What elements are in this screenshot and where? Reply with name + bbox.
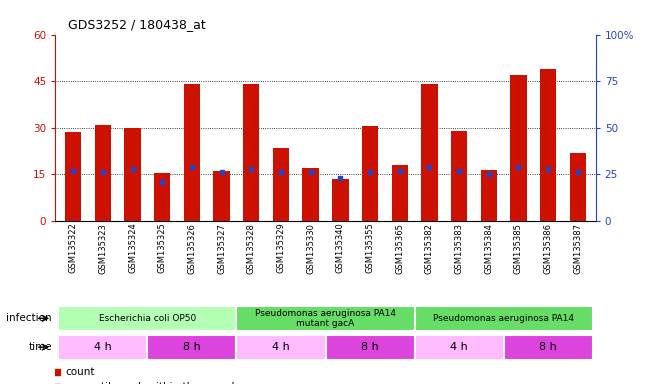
Bar <box>184 84 200 221</box>
Text: GSM135330: GSM135330 <box>306 223 315 273</box>
Bar <box>480 170 497 221</box>
Text: GSM135383: GSM135383 <box>454 223 464 274</box>
Bar <box>59 335 147 359</box>
Bar <box>273 148 289 221</box>
Text: 8 h: 8 h <box>361 342 379 352</box>
Bar <box>504 335 592 359</box>
Bar <box>451 131 467 221</box>
Bar <box>65 132 81 221</box>
Text: 4 h: 4 h <box>94 342 112 352</box>
Bar <box>421 84 437 221</box>
Text: time: time <box>29 342 52 352</box>
Text: percentile rank within the sample: percentile rank within the sample <box>65 382 241 384</box>
Bar <box>303 168 319 221</box>
Text: GSM135322: GSM135322 <box>68 223 77 273</box>
Bar <box>236 335 326 359</box>
Text: GSM135386: GSM135386 <box>544 223 553 274</box>
Bar <box>243 84 260 221</box>
Text: GSM135324: GSM135324 <box>128 223 137 273</box>
Text: GSM135384: GSM135384 <box>484 223 493 273</box>
Bar <box>415 335 504 359</box>
Bar <box>362 126 378 221</box>
Text: 8 h: 8 h <box>539 342 557 352</box>
Bar <box>332 179 348 221</box>
Bar <box>94 124 111 221</box>
Bar <box>540 69 557 221</box>
Text: 8 h: 8 h <box>183 342 201 352</box>
Bar <box>147 335 236 359</box>
Bar <box>124 128 141 221</box>
Text: Pseudomonas aeruginosa PA14: Pseudomonas aeruginosa PA14 <box>433 314 574 323</box>
Bar <box>59 306 236 331</box>
Text: GSM135355: GSM135355 <box>365 223 374 273</box>
Text: GSM135323: GSM135323 <box>98 223 107 273</box>
Text: count: count <box>65 367 94 377</box>
Bar <box>510 75 527 221</box>
Text: GSM135326: GSM135326 <box>187 223 197 273</box>
Text: 4 h: 4 h <box>450 342 468 352</box>
Bar <box>391 165 408 221</box>
Text: GSM135325: GSM135325 <box>158 223 167 273</box>
Text: GSM135327: GSM135327 <box>217 223 226 273</box>
Text: Pseudomonas aeruginosa PA14
mutant gacA: Pseudomonas aeruginosa PA14 mutant gacA <box>255 309 396 328</box>
Text: GSM135365: GSM135365 <box>395 223 404 273</box>
Bar <box>214 171 230 221</box>
Bar <box>570 152 586 221</box>
Bar <box>236 306 415 331</box>
Text: 4 h: 4 h <box>272 342 290 352</box>
Bar <box>154 173 171 221</box>
Text: GSM135382: GSM135382 <box>425 223 434 273</box>
Text: GDS3252 / 180438_at: GDS3252 / 180438_at <box>68 18 206 31</box>
Text: GSM135329: GSM135329 <box>277 223 286 273</box>
Bar <box>415 306 592 331</box>
Bar <box>326 335 415 359</box>
Text: GSM135340: GSM135340 <box>336 223 345 273</box>
Text: GSM135385: GSM135385 <box>514 223 523 273</box>
Text: GSM135328: GSM135328 <box>247 223 256 273</box>
Text: infection: infection <box>7 313 52 323</box>
Text: GSM135387: GSM135387 <box>574 223 583 274</box>
Text: Escherichia coli OP50: Escherichia coli OP50 <box>99 314 196 323</box>
